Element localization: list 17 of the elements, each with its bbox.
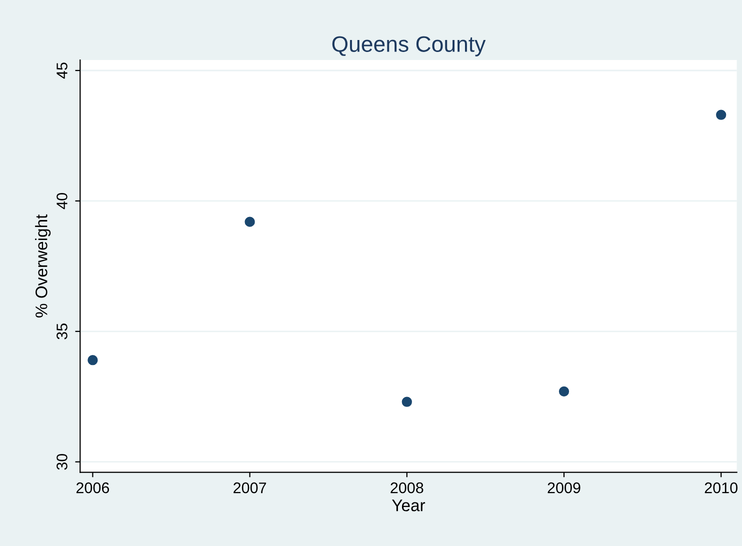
point (558, 386, 570, 396)
y-tick-label: 35 (56, 324, 68, 340)
point (402, 396, 412, 407)
point (244, 216, 255, 227)
y-tick-label: 30 (56, 454, 68, 470)
x-axis-title: Year (392, 500, 426, 512)
point (88, 355, 98, 366)
x-tick-label: 2008 (390, 482, 424, 494)
x-tick-label: 2009 (548, 482, 580, 494)
point (716, 110, 726, 120)
x-tick-label: 2010 (704, 482, 738, 494)
y-tick-label: 45 (56, 62, 68, 79)
x-tick-label: 2007 (234, 482, 266, 494)
chart-title: Queens County (332, 36, 486, 56)
y-axis-title: % Overweight (35, 214, 51, 318)
x-tick-label: 2006 (76, 482, 110, 494)
y-tick-label: 40 (56, 193, 68, 210)
